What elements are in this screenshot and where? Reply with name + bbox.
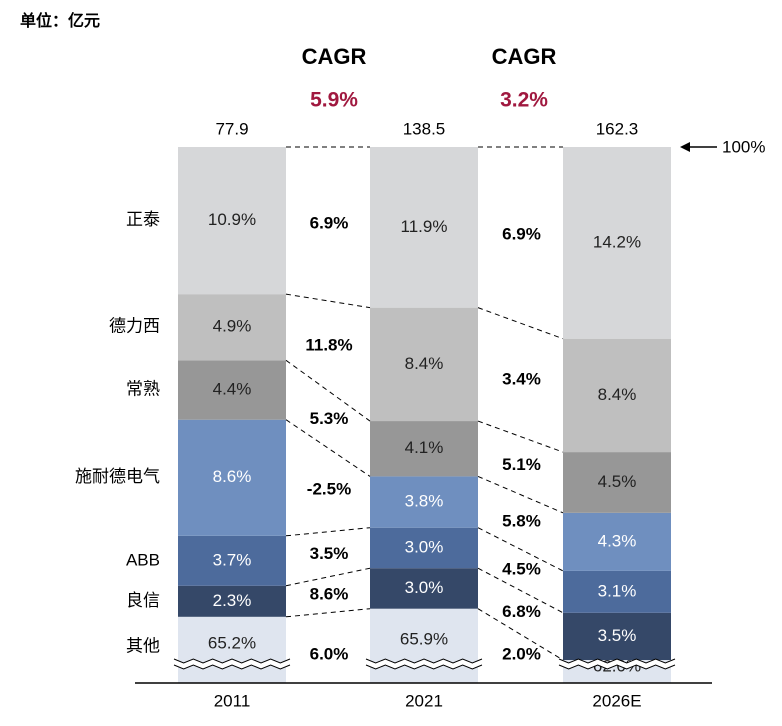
series-name: 施耐德电气 bbox=[75, 467, 160, 486]
value-label: 4.3% bbox=[598, 531, 637, 550]
cagr-label: 6.8% bbox=[502, 602, 541, 621]
total-label: 77.9 bbox=[215, 119, 248, 138]
series-name: 其他 bbox=[126, 636, 160, 655]
cagr-label: 5.1% bbox=[502, 455, 541, 474]
value-label: 65.9% bbox=[400, 629, 448, 648]
bar-segment bbox=[370, 307, 478, 422]
bar-segment bbox=[370, 421, 478, 477]
bar-segment bbox=[178, 616, 286, 683]
value-label: 2.3% bbox=[213, 591, 252, 610]
bar-segment bbox=[370, 476, 478, 528]
cagr-label: 6.0% bbox=[310, 644, 349, 663]
cagr-label: 6.9% bbox=[310, 213, 349, 232]
series-name: ABB bbox=[126, 550, 160, 569]
value-label: 3.7% bbox=[213, 550, 252, 569]
bar-segment bbox=[370, 527, 478, 569]
series-name: 常熟 bbox=[126, 378, 160, 398]
x-tick-label: 2026E bbox=[592, 691, 641, 710]
bar-segment bbox=[178, 147, 286, 295]
value-label: 4.1% bbox=[405, 438, 444, 457]
unit-label: 单位：亿元 bbox=[20, 11, 100, 30]
value-label: 8.4% bbox=[405, 354, 444, 373]
axis-break-line bbox=[365, 664, 483, 670]
value-label: 8.4% bbox=[598, 385, 637, 404]
bar-segment bbox=[563, 512, 671, 571]
axis-break bbox=[365, 659, 483, 669]
value-label: 3.0% bbox=[405, 578, 444, 597]
connector bbox=[285, 293, 371, 309]
cagr-label: 3.5% bbox=[310, 544, 349, 563]
cagr-title: CAGR bbox=[302, 44, 367, 69]
axis-break bbox=[173, 659, 291, 669]
value-label: 4.5% bbox=[598, 472, 637, 491]
top-label: 100% bbox=[722, 137, 765, 156]
value-label: 4.9% bbox=[213, 317, 252, 336]
value-label: 14.2% bbox=[593, 232, 641, 251]
cagr-label: 5.3% bbox=[310, 409, 349, 428]
connector bbox=[477, 420, 564, 453]
bar-segment bbox=[370, 147, 478, 308]
connector bbox=[285, 608, 371, 618]
value-label: 4.4% bbox=[213, 379, 252, 398]
bar-segment bbox=[178, 535, 286, 586]
total-label: 138.5 bbox=[403, 119, 446, 138]
connector bbox=[477, 527, 564, 572]
x-tick-label: 2021 bbox=[405, 691, 443, 710]
bar-segment bbox=[563, 570, 671, 613]
bar-segment bbox=[563, 612, 671, 660]
cagr-title: CAGR bbox=[492, 44, 557, 69]
cagr-label: 2.0% bbox=[502, 644, 541, 663]
total-label: 162.3 bbox=[596, 119, 639, 138]
connector bbox=[285, 527, 371, 537]
cagr-label: 11.8% bbox=[305, 335, 352, 354]
cagr-label: -2.5% bbox=[307, 479, 351, 498]
x-tick-label: 2011 bbox=[214, 691, 251, 710]
bar-segment bbox=[370, 608, 478, 683]
bar-segment bbox=[178, 294, 286, 361]
value-label: 62.0% bbox=[593, 656, 641, 675]
connector bbox=[285, 567, 371, 587]
cagr-label: 5.8% bbox=[502, 511, 541, 530]
value-label: 11.9% bbox=[401, 217, 448, 236]
value-label: 3.8% bbox=[405, 492, 444, 511]
cagr-label: 3.4% bbox=[502, 369, 541, 388]
value-label: 3.0% bbox=[405, 537, 444, 556]
axis-break-line bbox=[173, 664, 291, 670]
axis-break-line bbox=[558, 658, 676, 664]
series-name: 良信 bbox=[126, 591, 160, 610]
axis-break-line bbox=[173, 658, 291, 664]
axis-break-line bbox=[365, 658, 483, 664]
connector bbox=[477, 307, 564, 340]
axis-break-line bbox=[558, 664, 676, 670]
arrow-head bbox=[680, 142, 690, 152]
bar-segment bbox=[178, 585, 286, 617]
series-name: 德力西 bbox=[109, 317, 160, 336]
connector bbox=[477, 567, 564, 614]
connector bbox=[477, 475, 564, 514]
cagr-label: 8.6% bbox=[310, 584, 349, 603]
connector bbox=[477, 608, 564, 661]
cagr-label: 6.9% bbox=[502, 225, 541, 244]
value-label: 65.2% bbox=[208, 633, 256, 652]
bar-segment bbox=[563, 338, 671, 453]
series-name: 正泰 bbox=[126, 210, 160, 229]
bar-segment bbox=[178, 419, 286, 536]
axis-break bbox=[558, 659, 676, 669]
value-label: 3.5% bbox=[598, 626, 637, 645]
cagr-total: 3.2% bbox=[500, 89, 548, 112]
connector bbox=[285, 419, 371, 477]
cagr-label: 4.5% bbox=[502, 559, 541, 578]
value-label: 8.6% bbox=[213, 467, 252, 486]
value-label: 10.9% bbox=[208, 210, 256, 229]
value-label: 3.1% bbox=[598, 581, 637, 600]
bar-segment bbox=[563, 452, 671, 513]
bar-segment bbox=[563, 147, 671, 339]
cagr-total: 5.9% bbox=[310, 89, 358, 112]
bar-segment bbox=[178, 360, 286, 420]
bar-segment bbox=[370, 568, 478, 609]
